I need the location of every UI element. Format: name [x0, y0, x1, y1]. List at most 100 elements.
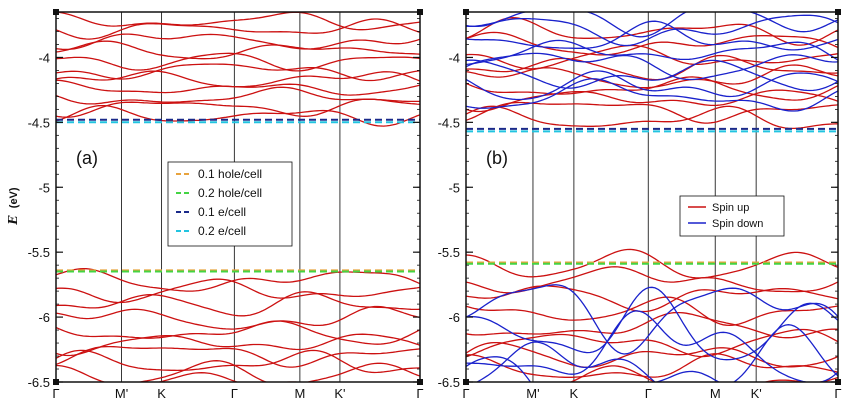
band-line-spin-down — [475, 324, 838, 382]
y-tick-label: -4 — [448, 50, 460, 65]
band-line — [56, 70, 420, 88]
band-line — [56, 291, 420, 317]
y-tick-label: -5 — [448, 180, 460, 195]
band-line-spin-down — [466, 78, 838, 112]
corner-mark — [463, 379, 469, 385]
y-tick-label: -4 — [38, 50, 50, 65]
band-line-spin-up — [466, 296, 838, 327]
corner-mark — [53, 379, 59, 385]
band-line-spin-down — [466, 52, 838, 81]
band-line — [56, 63, 420, 82]
band-line-spin-down — [466, 59, 838, 92]
y-tick-label: -6 — [38, 310, 50, 325]
corner-mark — [53, 9, 59, 15]
k-point-label: K' — [334, 386, 345, 401]
corner-mark — [835, 9, 841, 15]
plot-area — [56, 12, 420, 382]
band-line-spin-up — [466, 353, 838, 378]
legend-label: 0.1 hole/cell — [198, 167, 262, 181]
y-tick-label: -6.5 — [438, 375, 460, 390]
band-line — [56, 360, 420, 382]
legend-label: 0.1 e/cell — [198, 205, 246, 219]
legend-label: 0.2 e/cell — [198, 224, 246, 238]
legend-box — [679, 195, 785, 237]
legend-label: Spin down — [712, 218, 763, 230]
band-line-spin-down — [466, 12, 838, 38]
panel-label: (a) — [76, 148, 98, 168]
y-tick-label: -5.5 — [438, 245, 460, 260]
band-line — [56, 345, 420, 368]
band-line-spin-down — [466, 356, 838, 382]
band-line-spin-down — [466, 14, 838, 47]
band-line-spin-up — [466, 341, 838, 368]
k-point-label: Γ — [416, 386, 423, 401]
panel-label: (b) — [486, 148, 508, 168]
band-line-spin-up — [466, 311, 838, 339]
band-line-spin-down — [466, 20, 838, 51]
band-line — [56, 98, 420, 118]
band-line — [56, 33, 420, 51]
y-tick-label: -5 — [38, 180, 50, 195]
band-line — [56, 52, 420, 72]
panel-b: -4-4.5-5-5.5-6-6.5Γ M' K Γ M K' Γ(b)Spin upSpi… — [438, 9, 842, 401]
k-point-label: M — [710, 386, 721, 401]
band-line-spin-up — [466, 76, 838, 101]
y-tick-label: -4.5 — [28, 115, 50, 130]
y-tick-label: -4.5 — [438, 115, 460, 130]
band-line — [56, 305, 420, 330]
band-line-spin-up — [466, 89, 838, 113]
band-line-spin-up — [466, 31, 838, 56]
legend: Spin up Spin down — [679, 195, 785, 237]
band-line — [56, 12, 420, 31]
k-point-label: K' — [751, 386, 762, 401]
k-point-label: M' — [115, 386, 128, 401]
band-line-spin-down — [466, 70, 838, 101]
y-axis-label: E (eV) — [6, 187, 20, 225]
k-point-label: Γ — [834, 386, 841, 401]
band-line-spin-up — [466, 44, 838, 70]
k-point-label: M' — [526, 386, 539, 401]
band-line-spin-up — [466, 365, 838, 382]
corner-mark — [835, 379, 841, 385]
band-line — [56, 79, 420, 96]
band-line-spin-up — [466, 248, 838, 279]
corner-mark — [417, 379, 423, 385]
corner-mark — [417, 9, 423, 15]
y-tick-label: -6.5 — [28, 375, 50, 390]
k-point-label: Γ — [462, 386, 469, 401]
k-point-label: Γ — [645, 386, 652, 401]
band-line — [56, 86, 420, 105]
band-line-spin-up — [466, 285, 838, 313]
corner-mark — [463, 9, 469, 15]
band-line-spin-up — [466, 17, 838, 46]
band-line-spin-down — [466, 39, 838, 66]
y-tick-label: -6 — [448, 310, 460, 325]
y-tick-label: -5.5 — [28, 245, 50, 260]
band-line — [156, 372, 302, 382]
band-line-spin-up — [466, 328, 838, 358]
band-line-spin-down — [466, 286, 838, 361]
band-line — [56, 18, 420, 40]
plot-area — [466, 12, 838, 382]
legend-label: 0.2 hole/cell — [198, 186, 262, 200]
plot-frame — [55, 11, 421, 383]
band-line — [56, 320, 420, 345]
k-point-label: K — [570, 386, 579, 401]
k-point-label: M — [294, 386, 305, 401]
band-line-spin-down — [466, 284, 838, 355]
band-line-spin-up — [466, 105, 838, 130]
k-point-label: Γ — [52, 386, 59, 401]
panel-a: -4-4.5-5-5.5-6-6.5Γ M' K Γ M K' Γ(a)0.1 hole/c… — [28, 9, 424, 401]
band-line — [56, 40, 420, 60]
band-line-spin-up — [466, 54, 838, 81]
band-line-spin-up — [466, 101, 838, 124]
band-line — [56, 278, 420, 304]
band-line — [56, 333, 420, 357]
legend: 0.1 hole/cell 0.2 hole/cell 0.1 e/cell 0.2 … — [167, 161, 293, 247]
k-point-label: K — [157, 386, 166, 401]
k-point-label: Γ — [231, 386, 238, 401]
legend-label: Spin up — [712, 202, 749, 214]
plot-frame — [465, 11, 839, 383]
band-line-spin-down — [466, 310, 838, 382]
